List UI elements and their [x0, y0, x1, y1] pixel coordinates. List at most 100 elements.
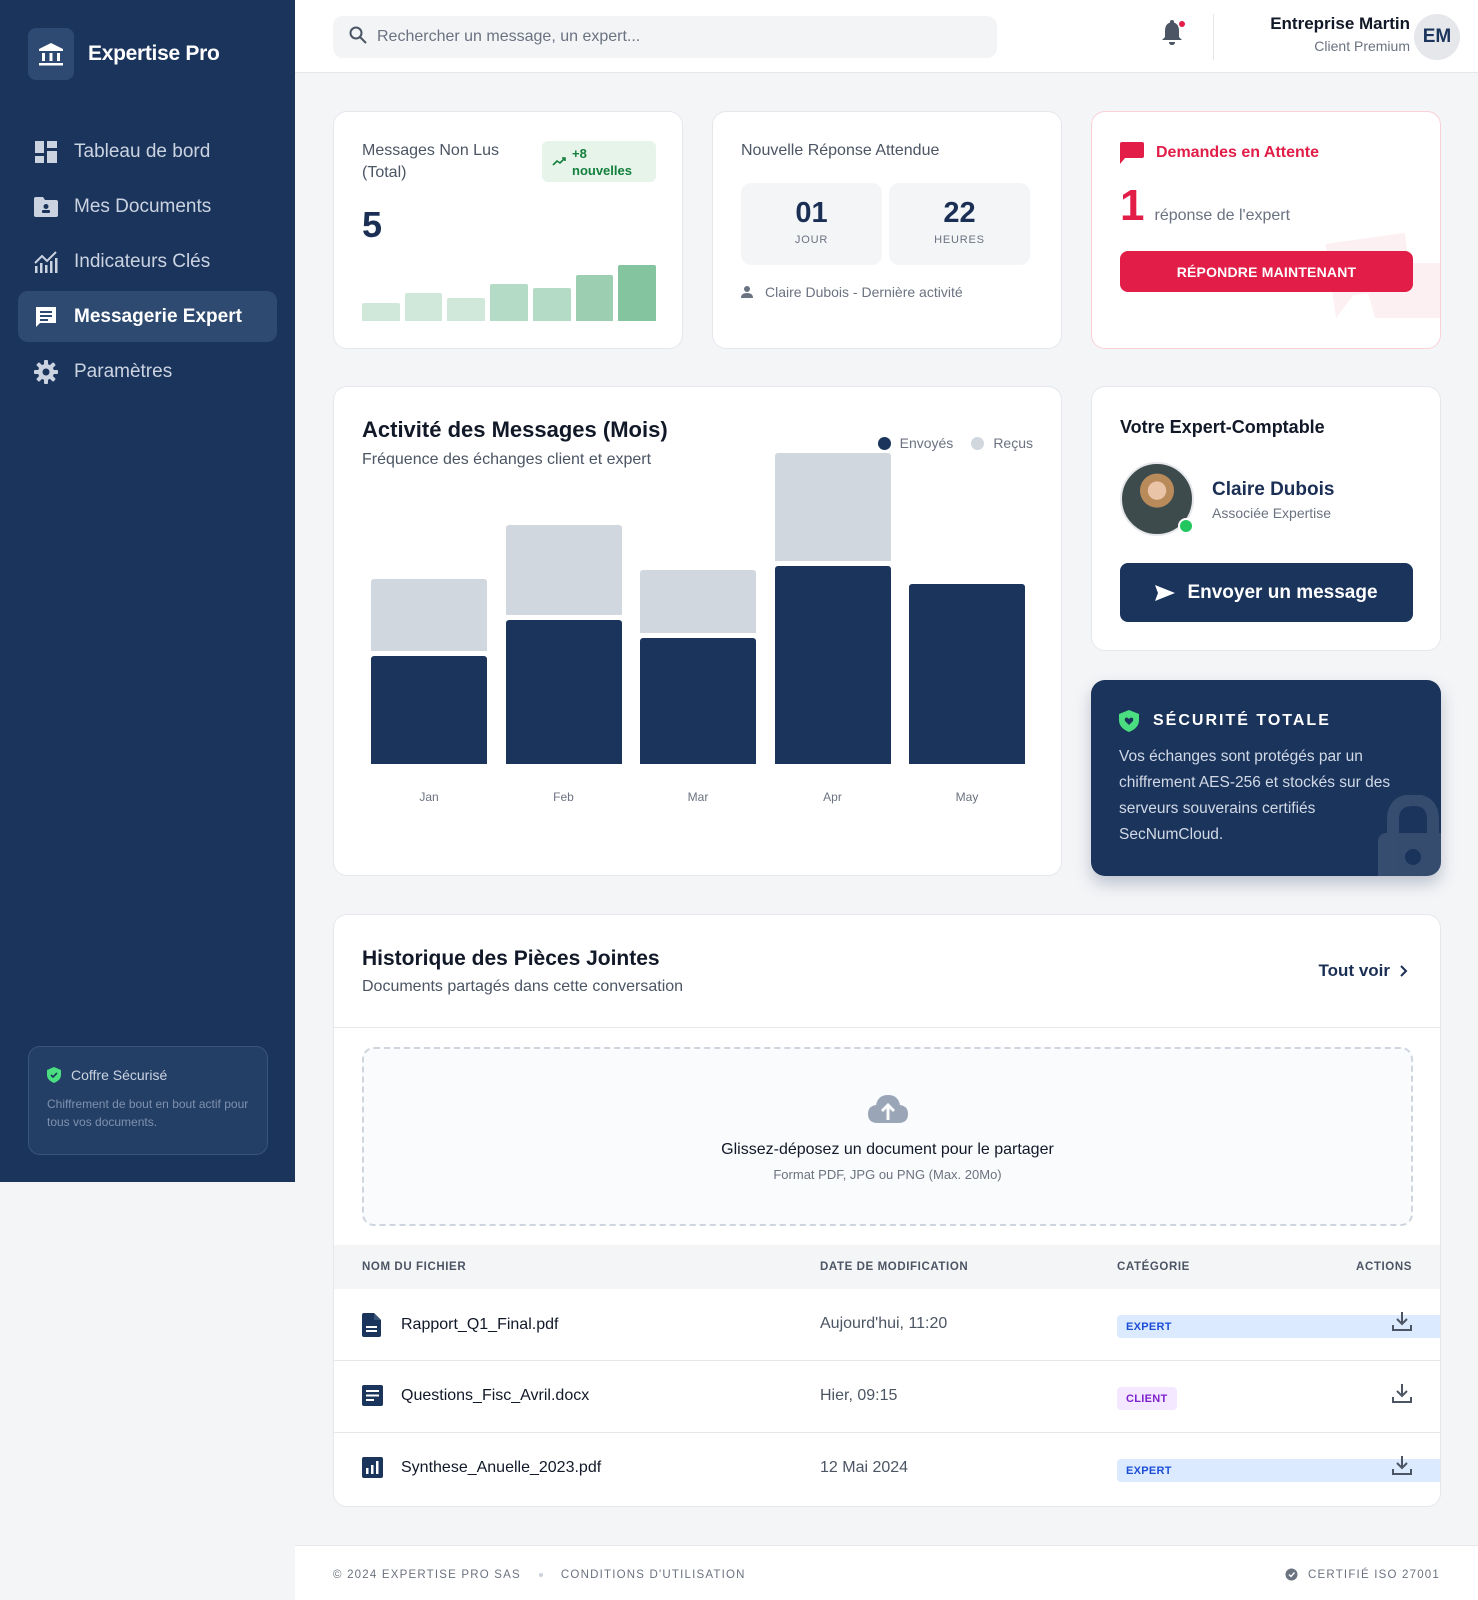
attachments-subtitle: Documents partagés dans cette conversati…: [362, 978, 684, 995]
pending-title: Demandes en Attente: [1156, 144, 1319, 161]
user-info[interactable]: Entreprise Martin Client Premium: [1270, 14, 1410, 54]
footer-separator: [538, 1573, 543, 1577]
download-icon[interactable]: [1392, 1383, 1412, 1403]
shield-check-icon: [47, 1067, 61, 1083]
expected-response-card: Nouvelle Réponse Attendue 01 JOUR 22 HEU…: [712, 111, 1062, 349]
sidebar-item-settings[interactable]: Paramètres: [18, 346, 277, 397]
x-axis-label: Apr: [823, 790, 842, 804]
user-name: Entreprise Martin: [1270, 14, 1410, 33]
sidebar-item-label: Mes Documents: [74, 195, 212, 217]
cloud-upload-icon: [867, 1093, 908, 1125]
x-axis-label: Mar: [687, 790, 709, 804]
bar-sent[interactable]: [640, 638, 756, 764]
download-icon[interactable]: [1392, 1455, 1412, 1475]
last-activity: Claire Dubois - Dernière activité: [765, 284, 963, 300]
days-label: JOUR: [794, 234, 829, 246]
chart-file-icon: [362, 1457, 384, 1478]
user-role: Client Premium: [1314, 38, 1410, 54]
bar-received[interactable]: [505, 525, 622, 615]
terms-link[interactable]: CONDITIONS D'UTILISATION: [560, 1569, 746, 1581]
copyright: © 2024 EXPERTISE PRO SAS: [333, 1569, 521, 1581]
table-header: NOM DU FICHIER DATE DE MODIFICATION CATÉ…: [334, 1245, 1440, 1289]
dropzone-text: Glissez-déposez un document pour le part…: [721, 1141, 1054, 1158]
bar-sent[interactable]: [774, 566, 891, 764]
file-name[interactable]: Synthese_Anuelle_2023.pdf: [401, 1458, 602, 1476]
badge-value: +8: [572, 145, 587, 161]
bar-sent[interactable]: [371, 656, 487, 764]
attachments-history-card: Historique des Pièces Jointes Documents …: [333, 914, 1441, 1507]
column-header-date[interactable]: DATE DE MODIFICATION: [820, 1261, 969, 1273]
see-all-link[interactable]: Tout voir: [1319, 961, 1408, 981]
file-name[interactable]: Questions_Fisc_Avril.docx: [401, 1386, 590, 1404]
file-dropzone[interactable]: Glissez-déposez un document pour le part…: [362, 1047, 1413, 1226]
unread-title: Messages Non Lus (Total): [362, 142, 499, 181]
column-header-category[interactable]: CATÉGORIE: [1117, 1261, 1190, 1273]
dashboard-icon: [34, 140, 58, 164]
days-counter: 01 JOUR: [741, 183, 882, 265]
brand[interactable]: Expertise Pro: [28, 28, 220, 80]
see-all-label: Tout voir: [1318, 961, 1390, 980]
avatar[interactable]: EM: [1414, 14, 1460, 60]
chart-legend: Envoyés Reçus: [860, 435, 1033, 451]
chat-icon: [34, 305, 58, 329]
spark-bar: [575, 275, 614, 321]
file-date: Aujourd'hui, 11:20: [820, 1315, 948, 1332]
bar-sent[interactable]: [505, 620, 622, 764]
x-axis-label: Jan: [419, 790, 439, 804]
bar-received[interactable]: [371, 579, 487, 651]
expert-avatar[interactable]: [1120, 462, 1194, 536]
expert-section-title: Votre Expert-Comptable: [1120, 417, 1325, 437]
bar-sent[interactable]: [909, 584, 1025, 764]
person-icon: [741, 286, 753, 298]
spark-bar: [618, 265, 657, 321]
send-icon: [1155, 584, 1176, 601]
chart-subtitle: Fréquence des échanges client et expert: [362, 451, 652, 468]
bank-icon: [28, 28, 74, 80]
sidebar-item-messaging[interactable]: Messagerie Expert: [18, 291, 277, 342]
table-row[interactable]: Rapport_Q1_Final.pdf Aujourd'hui, 11:20 …: [334, 1289, 1440, 1361]
search-bar[interactable]: [333, 16, 997, 58]
spark-bar: [404, 293, 443, 321]
footer: © 2024 EXPERTISE PRO SAS CONDITIONS D'UT…: [295, 1545, 1478, 1600]
unread-count: 5: [362, 204, 383, 245]
gear-icon: [34, 359, 58, 384]
x-axis-label: May: [955, 790, 979, 804]
spark-bar: [447, 298, 486, 321]
trending-up-icon: [552, 153, 566, 171]
online-status-indicator: [1178, 518, 1194, 534]
chart-plot: Jan Feb Mar Apr May: [334, 387, 1061, 875]
unread-sparkbars: [362, 265, 657, 321]
message-activity-chart: Activité des Messages (Mois) Fréquence d…: [333, 386, 1062, 876]
hours-counter: 22 HEURES: [889, 183, 1030, 265]
bar-received[interactable]: [774, 453, 891, 561]
reply-now-button[interactable]: RÉPONDRE MAINTENANT: [1120, 251, 1413, 292]
hours-value: 22: [943, 197, 976, 229]
bar-received[interactable]: [640, 570, 756, 633]
spark-bar: [362, 303, 400, 321]
secure-vault-panel: Coffre Sécurisé Chiffrement de bout en b…: [28, 1046, 268, 1155]
analytics-icon: [34, 250, 58, 274]
expert-card: Votre Expert-Comptable Claire Dubois Ass…: [1091, 386, 1441, 651]
search-input[interactable]: [377, 28, 957, 46]
unread-messages-card: Messages Non Lus (Total) +8 nouvelles 5: [333, 111, 683, 349]
chevron-right-icon: [1400, 965, 1408, 977]
security-text: Vos échanges sont protégés par un chiffr…: [1119, 748, 1391, 843]
send-message-button[interactable]: Envoyer un message: [1120, 563, 1413, 622]
sidebar-item-label: Indicateurs Clés: [74, 250, 211, 272]
badge-label: nouvelles: [572, 162, 632, 178]
sidebar-item-dashboard[interactable]: Tableau de bord: [18, 126, 277, 177]
table-row[interactable]: Synthese_Anuelle_2023.pdf 12 Mai 2024 EX…: [334, 1433, 1440, 1505]
sidebar-item-kpis[interactable]: Indicateurs Clés: [18, 236, 277, 287]
column-header-name[interactable]: NOM DU FICHIER: [362, 1261, 467, 1273]
notifications-button[interactable]: [1161, 20, 1187, 48]
sidebar-nav: Tableau de bord Mes Documents Indicateur…: [18, 126, 277, 401]
file-name[interactable]: Rapport_Q1_Final.pdf: [401, 1316, 559, 1333]
sidebar-item-label: Tableau de bord: [74, 140, 211, 162]
brand-name: Expertise Pro: [88, 42, 220, 65]
divider: [334, 1027, 1440, 1028]
sidebar-item-documents[interactable]: Mes Documents: [18, 181, 277, 232]
download-icon[interactable]: [1392, 1311, 1412, 1331]
shield-heart-icon: [1119, 710, 1139, 732]
expert-name[interactable]: Claire Dubois: [1212, 479, 1335, 500]
table-row[interactable]: Questions_Fisc_Avril.docx Hier, 09:15 CL…: [334, 1361, 1440, 1433]
